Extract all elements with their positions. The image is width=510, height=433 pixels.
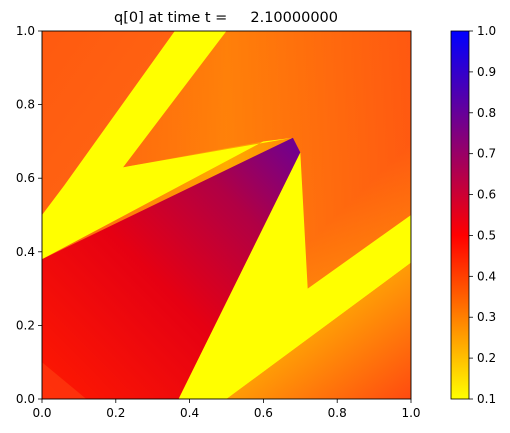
y-axis: 0.0 0.2 0.4 0.6 0.8 1.0 xyxy=(16,24,42,406)
colorbar-tick-label: 0.4 xyxy=(477,269,496,283)
colorbar-tick-label: 0.6 xyxy=(477,188,496,202)
x-tick-label: 1.0 xyxy=(401,406,420,420)
colorbar-tick-label: 0.5 xyxy=(477,228,496,242)
colorbar-tick-label: 0.7 xyxy=(477,147,496,161)
colorbar-tick-label: 0.2 xyxy=(477,351,496,365)
heatmap-central-wedge xyxy=(42,137,301,399)
y-tick-label: 0.4 xyxy=(16,245,35,259)
x-axis: 0.0 0.2 0.4 0.6 0.8 1.0 xyxy=(32,399,421,420)
heatmap-lower-right-region xyxy=(226,262,411,399)
colorbar-tick-label: 1.0 xyxy=(477,24,496,38)
y-tick-label: 0.2 xyxy=(16,318,35,332)
heatmap-lower-band xyxy=(178,152,411,399)
x-tick-label: 0.0 xyxy=(32,406,51,420)
colorbar-tick-label: 0.8 xyxy=(477,106,496,120)
y-tick-label: 0.0 xyxy=(16,392,35,406)
x-tick-label: 0.6 xyxy=(254,406,273,420)
colorbar-tick-label: 0.9 xyxy=(477,65,496,79)
colorbar-axis: 0.1 0.2 0.3 0.4 0.5 0.6 0.7 0.8 0.9 1.0 xyxy=(469,24,496,406)
x-tick-label: 0.8 xyxy=(328,406,347,420)
heatmap-upper-band xyxy=(42,31,293,260)
y-tick-label: 0.6 xyxy=(16,171,35,185)
y-tick-label: 1.0 xyxy=(16,24,35,38)
heatmap-upper-left-region xyxy=(42,31,175,215)
colorbar-tick-label: 0.3 xyxy=(477,310,496,324)
colorbar xyxy=(450,30,470,400)
y-tick-label: 0.8 xyxy=(16,98,35,112)
colorbar-tick-label: 0.1 xyxy=(477,392,496,406)
heatmap-field xyxy=(42,31,411,399)
x-tick-label: 0.4 xyxy=(180,406,199,420)
heatmap-lower-left-corner xyxy=(42,362,87,399)
plot-frame xyxy=(41,30,412,400)
chart-title: q[0] at time t = 2.10000000 xyxy=(114,10,338,26)
heatmap-upper-right-region xyxy=(123,31,411,311)
x-tick-label: 0.2 xyxy=(106,406,125,420)
